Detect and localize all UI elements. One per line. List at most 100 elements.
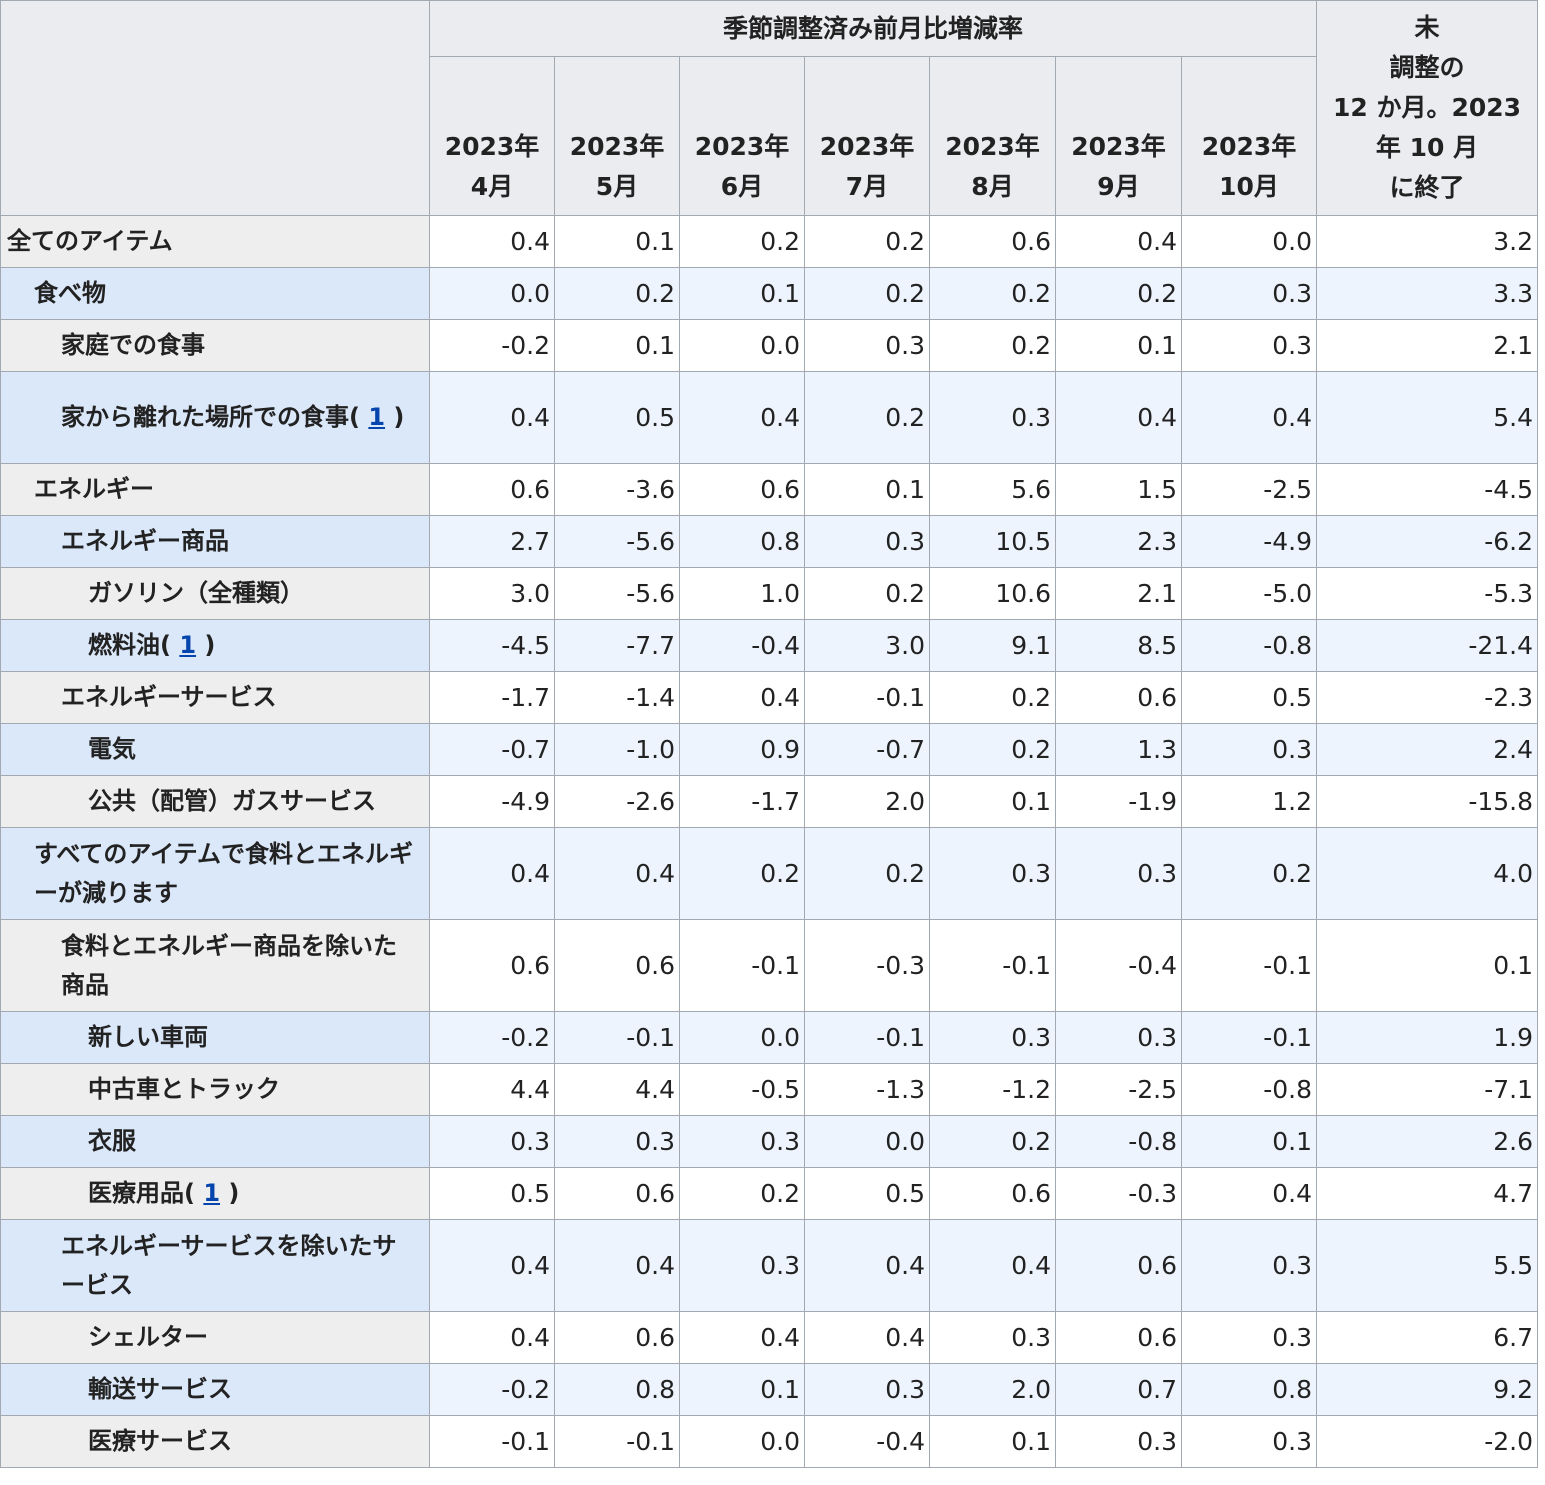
yearly-change-cell: 6.7: [1316, 1311, 1539, 1364]
unadjusted-12-month-header: 未 調整の 12 か月。2023 年 10 月 に終了: [1316, 0, 1539, 216]
monthly-change-cell: 0.3: [1055, 827, 1182, 920]
table-row: すべてのアイテムで食料とエネルギーが減ります 0.4 0.4 0.2 0.2 0.3 0.3…: [0, 827, 1539, 920]
monthly-change-cell: 0.8: [1180, 1363, 1318, 1416]
row-label: シェルター: [0, 1311, 430, 1364]
monthly-change-cell: 0.0: [804, 1115, 930, 1168]
yearly-change-cell: -2.3: [1316, 671, 1539, 724]
month-header-month: 6月: [720, 172, 764, 201]
footnote-link[interactable]: 1: [179, 631, 197, 659]
row-label-suffix: ): [393, 403, 405, 431]
row-label: 全てのアイテム: [0, 215, 430, 268]
table-row: 医療サービス -0.1 -0.1 0.0 -0.4 0.1 0.3 0.3 -2.0: [0, 1415, 1539, 1468]
monthly-change-cell: 0.4: [929, 1219, 1056, 1312]
row-label-text: 中古車とトラック: [88, 1075, 280, 1103]
yearly-header-line: 12 か月。2023: [1332, 93, 1522, 122]
monthly-change-cell: 1.0: [679, 567, 805, 620]
monthly-change-cell: 0.6: [929, 215, 1056, 268]
monthly-change-cell: 8.5: [1055, 619, 1182, 672]
monthly-change-cell: 0.2: [804, 267, 930, 320]
monthly-change-cell: 0.1: [554, 319, 680, 372]
monthly-change-cell: -0.1: [929, 919, 1056, 1012]
monthly-change-cell: 10.6: [929, 567, 1056, 620]
monthly-change-cell: 4.4: [429, 1063, 555, 1116]
monthly-change-cell: -0.7: [804, 723, 930, 776]
monthly-change-cell: -3.6: [554, 463, 680, 516]
monthly-change-cell: -0.1: [679, 919, 805, 1012]
yearly-header-line: に終了: [1389, 173, 1465, 202]
monthly-change-cell: 2.3: [1055, 515, 1182, 568]
table-row: 医療用品( 1 ) 0.5 0.6 0.2 0.5 0.6 -0.3 0.4 4.7: [0, 1167, 1539, 1220]
monthly-change-cell: 0.5: [554, 371, 680, 464]
monthly-change-cell: 0.6: [554, 1167, 680, 1220]
yearly-change-cell: 0.1: [1316, 919, 1539, 1012]
monthly-change-cell: 0.1: [1055, 319, 1182, 372]
monthly-change-cell: -1.9: [1055, 775, 1182, 828]
monthly-change-cell: 0.1: [679, 267, 805, 320]
monthly-change-cell: 0.7: [1055, 1363, 1182, 1416]
footnote-link[interactable]: 1: [203, 1179, 221, 1207]
monthly-change-cell: 0.5: [804, 1167, 930, 1220]
month-header: 2023年 10月: [1180, 56, 1318, 216]
table-row: 公共（配管）ガスサービス -4.9 -2.6 -1.7 2.0 0.1 -1.9 1.2 -15…: [0, 775, 1539, 828]
monthly-change-cell: -0.2: [429, 319, 555, 372]
monthly-change-cell: 0.2: [679, 215, 805, 268]
monthly-change-cell: 0.6: [1055, 671, 1182, 724]
monthly-change-cell: -0.1: [804, 1011, 930, 1064]
table-row: エネルギーサービスを除いたサービス 0.4 0.4 0.3 0.4 0.4 0.6 0.3 5.…: [0, 1219, 1539, 1312]
monthly-change-cell: 0.9: [679, 723, 805, 776]
yearly-change-cell: -15.8: [1316, 775, 1539, 828]
monthly-change-cell: 0.3: [1180, 1219, 1318, 1312]
monthly-change-cell: 0.3: [679, 1219, 805, 1312]
row-label-text: すべてのアイテムで食料とエネルギーが減ります: [34, 839, 413, 907]
monthly-change-cell: 0.4: [554, 1219, 680, 1312]
yearly-change-cell: 5.5: [1316, 1219, 1539, 1312]
month-header: 2023年 4月: [429, 56, 555, 216]
monthly-change-cell: 0.3: [1055, 1011, 1182, 1064]
monthly-change-cell: 0.2: [804, 215, 930, 268]
footnote-link[interactable]: 1: [368, 403, 386, 431]
monthly-change-cell: -0.8: [1055, 1115, 1182, 1168]
monthly-change-cell: 0.2: [804, 371, 930, 464]
yearly-change-cell: 2.1: [1316, 319, 1539, 372]
yearly-change-cell: 9.2: [1316, 1363, 1539, 1416]
monthly-change-cell: 0.6: [554, 1311, 680, 1364]
row-label: 新しい車両: [0, 1011, 430, 1064]
monthly-change-cell: 1.3: [1055, 723, 1182, 776]
yearly-change-cell: 3.3: [1316, 267, 1539, 320]
row-label-text: エネルギーサービス: [61, 683, 277, 711]
monthly-change-cell: 0.4: [679, 1311, 805, 1364]
yearly-header-line: 調整の: [1389, 53, 1465, 82]
month-header: 2023年 8月: [929, 56, 1056, 216]
yearly-change-cell: -4.5: [1316, 463, 1539, 516]
month-header-year: 2023年: [444, 132, 540, 161]
monthly-change-cell: 0.2: [929, 1115, 1056, 1168]
monthly-change-cell: -0.1: [1180, 1011, 1318, 1064]
monthly-change-cell: -0.2: [429, 1363, 555, 1416]
row-label: 衣服: [0, 1115, 430, 1168]
monthly-change-cell: 4.4: [554, 1063, 680, 1116]
row-label-text: 医療用品(: [88, 1179, 195, 1207]
monthly-change-cell: 1.2: [1180, 775, 1318, 828]
row-label-text: エネルギー商品: [61, 527, 229, 555]
monthly-change-cell: 0.4: [429, 371, 555, 464]
row-label: すべてのアイテムで食料とエネルギーが減ります: [0, 827, 430, 920]
month-header-month: 10月: [1219, 172, 1279, 201]
row-label-text: 家庭での食事: [61, 331, 205, 359]
monthly-change-cell: 0.3: [554, 1115, 680, 1168]
monthly-change-cell: 0.1: [929, 1415, 1056, 1468]
month-header-month: 9月: [1097, 172, 1140, 201]
month-header-month: 4月: [470, 172, 514, 201]
monthly-change-cell: -0.4: [804, 1415, 930, 1468]
monthly-change-cell: -5.6: [554, 515, 680, 568]
monthly-change-cell: 0.2: [929, 671, 1056, 724]
row-label: エネルギー: [0, 463, 430, 516]
monthly-change-cell: 0.2: [1180, 827, 1318, 920]
table-row: 燃料油( 1 ) -4.5 -7.7 -0.4 3.0 9.1 8.5 -0.8 -21.4: [0, 619, 1539, 672]
monthly-change-cell: 0.3: [429, 1115, 555, 1168]
yearly-change-cell: 1.9: [1316, 1011, 1539, 1064]
month-header-year: 2023年: [945, 132, 1040, 161]
monthly-change-cell: -1.2: [929, 1063, 1056, 1116]
monthly-change-cell: 0.1: [804, 463, 930, 516]
monthly-change-cell: 3.0: [804, 619, 930, 672]
monthly-change-cell: 0.3: [804, 515, 930, 568]
